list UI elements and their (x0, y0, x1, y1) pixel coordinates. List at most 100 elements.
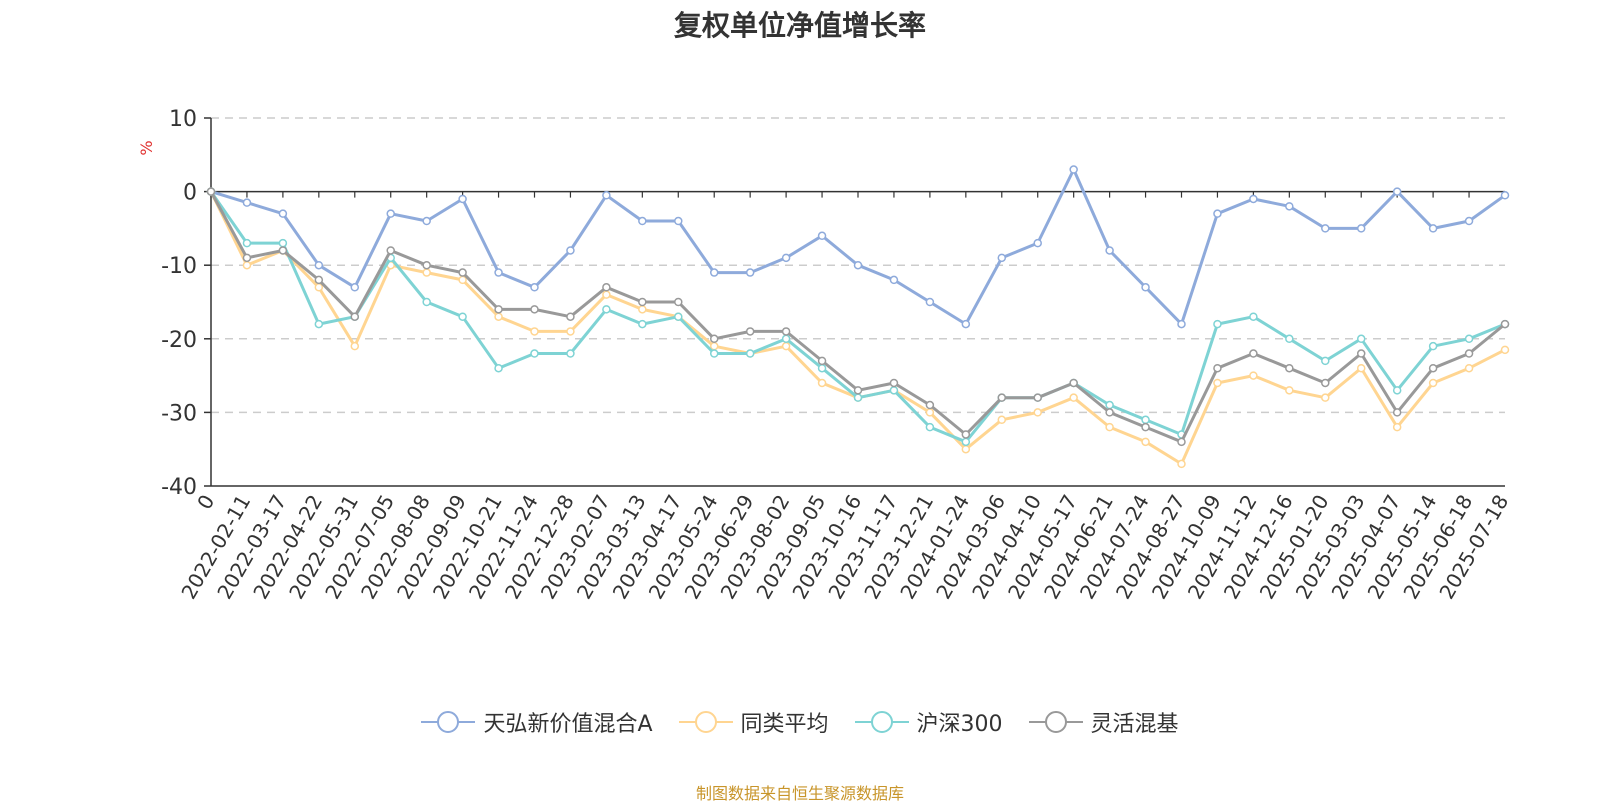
legend-item[interactable]: 灵活混基 (1028, 706, 1179, 738)
data-point (1428, 224, 1438, 233)
data-point (925, 297, 935, 307)
data-point (1464, 334, 1474, 344)
data-point (1428, 341, 1438, 351)
data-point (817, 356, 827, 366)
legend-marker-icon (1028, 711, 1083, 733)
data-point (961, 437, 971, 447)
data-point (350, 312, 360, 321)
data-point (314, 283, 324, 292)
data-point (1285, 334, 1294, 344)
legend-item[interactable]: 沪深300 (854, 706, 1003, 738)
data-point (422, 268, 431, 277)
data-point (1033, 408, 1042, 417)
data-point (961, 319, 971, 329)
data-point (1177, 319, 1186, 329)
y-tick-label: -40 (161, 475, 197, 500)
data-point (566, 312, 575, 321)
data-point (709, 268, 719, 277)
data-point (1069, 393, 1078, 402)
data-point (997, 253, 1007, 263)
data-point (602, 305, 611, 314)
data-point (638, 216, 647, 226)
legend-label: 天弘新价值混合A (483, 712, 653, 737)
data-point (278, 209, 288, 218)
data-point (242, 198, 252, 207)
data-point (530, 283, 539, 292)
data-point (314, 260, 324, 270)
data-point (745, 268, 755, 277)
data-point (386, 246, 395, 255)
data-point (1285, 386, 1294, 395)
data-point (494, 363, 503, 373)
data-point (817, 378, 827, 388)
data-point (709, 349, 719, 358)
data-point (530, 327, 539, 336)
data-point (674, 216, 683, 226)
data-point (1321, 224, 1330, 233)
data-point (494, 268, 503, 277)
legend-marker-icon (854, 711, 909, 733)
data-point (1141, 283, 1150, 292)
data-point (602, 290, 611, 299)
data-point (1213, 363, 1222, 373)
data-point (1141, 415, 1150, 425)
data-point (242, 260, 252, 270)
data-point (1321, 393, 1330, 402)
data-point (386, 209, 395, 218)
data-point (278, 238, 288, 248)
y-tick-label: -30 (161, 401, 197, 426)
data-point (1321, 378, 1330, 388)
data-point (1249, 194, 1258, 204)
data-point (314, 319, 324, 329)
data-point (458, 268, 467, 277)
data-point (638, 297, 647, 307)
legend: 天弘新价值混合A 同类平均 沪深300 灵活混基 (0, 706, 1600, 738)
legend-item[interactable]: 天弘新价值混合A (421, 706, 653, 738)
data-point (350, 341, 360, 351)
series-line-2 (209, 190, 1506, 444)
data-point (602, 283, 611, 292)
series-line-1 (209, 190, 1506, 466)
data-point (1141, 422, 1150, 432)
data-point (961, 444, 971, 454)
data-point (925, 422, 935, 432)
data-point (781, 253, 791, 263)
data-point (674, 297, 683, 307)
data-point (1177, 459, 1186, 469)
data-point (1464, 363, 1474, 373)
data-point (1213, 209, 1222, 218)
y-axis-label: % (137, 140, 156, 155)
legend-label: 沪深300 (916, 712, 1003, 737)
legend-marker-icon (421, 711, 476, 733)
data-point (781, 327, 791, 336)
data-point (1213, 378, 1222, 388)
data-point (242, 238, 252, 248)
data-point (1213, 319, 1222, 329)
data-point (853, 386, 863, 395)
data-point (817, 363, 827, 373)
data-point (566, 327, 575, 336)
data-point (1356, 224, 1366, 233)
data-point (709, 341, 719, 351)
data-point (1392, 187, 1402, 196)
data-point (242, 253, 252, 263)
data-point (314, 275, 324, 285)
data-point (1285, 363, 1294, 373)
data-point (1464, 216, 1474, 226)
data-point (278, 246, 288, 255)
data-point (1033, 238, 1042, 248)
data-point (458, 275, 467, 285)
data-point (494, 305, 503, 314)
data-point (206, 187, 216, 196)
data-point (1392, 422, 1402, 432)
data-point (422, 297, 431, 307)
legend-item[interactable]: 同类平均 (678, 706, 829, 738)
axis-layer: 100-10-20-30-4002022-02-112022-03-172022… (161, 107, 1513, 603)
data-point (458, 194, 467, 204)
y-tick-label: 10 (169, 107, 197, 132)
chart-title: 复权单位净值增长率 (673, 9, 926, 42)
data-point (638, 319, 647, 329)
data-point (674, 312, 683, 321)
data-point (1249, 312, 1258, 321)
y-tick-label: -20 (161, 328, 197, 353)
